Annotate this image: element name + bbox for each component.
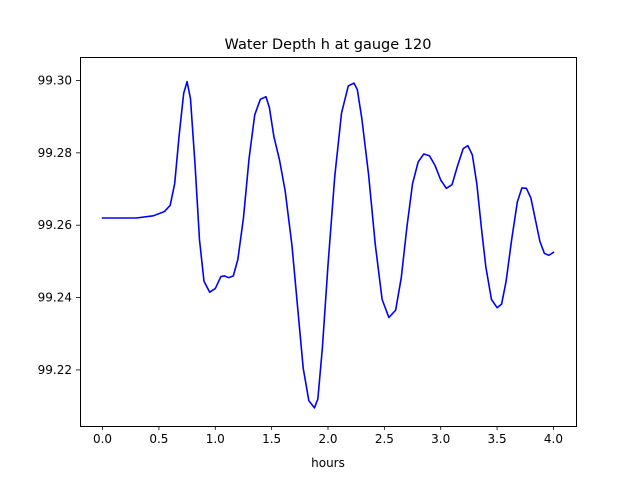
plot-area [101,80,555,409]
y-tick-label: 99.28 [38,146,72,160]
series-line-0 [101,80,555,409]
chart-title: Water Depth h at gauge 120 [225,37,432,53]
y-tick-label: 99.26 [38,218,72,232]
axes-frame [80,57,577,427]
x-tick-label: 0.5 [149,432,168,446]
y-tick-label: 99.22 [38,363,72,377]
x-tick-label: 3.0 [431,432,450,446]
y-tick-label: 99.30 [38,74,72,88]
x-tick-label: 1.0 [206,432,225,446]
x-axis-label: hours [311,456,345,470]
x-tick-label: 4.0 [544,432,563,446]
x-tick-label: 3.5 [488,432,507,446]
x-tick-label: 2.5 [375,432,394,446]
x-tick-label: 1.5 [262,432,281,446]
x-tick-label: 2.0 [318,432,337,446]
x-axis: 0.0 0.5 1.0 1.5 2.0 2.5 3.0 3.5 4.0 [93,426,563,446]
x-tick-label: 0.0 [93,432,112,446]
y-tick-label: 99.24 [38,291,72,305]
y-axis: 99.22 99.24 99.26 99.28 99.30 [38,74,80,377]
